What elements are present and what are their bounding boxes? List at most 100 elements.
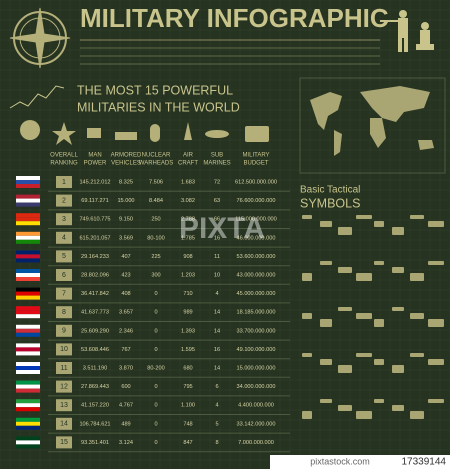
cell: 2.346 (119, 328, 133, 334)
flag (16, 295, 40, 300)
cell: 53.608.446 (81, 347, 109, 353)
rank-box (56, 380, 72, 393)
flag (16, 421, 40, 426)
world-map (310, 86, 434, 156)
subtitle: MILITARIES IN THE WORLD (77, 100, 240, 114)
cell: 15 (60, 439, 68, 446)
flag (16, 440, 40, 445)
watermark: PIXTA (179, 212, 265, 245)
soldier-silhouettes (380, 10, 434, 52)
symbol (302, 313, 312, 319)
cell: 36.417.842 (81, 291, 109, 297)
cell: 1.203 (181, 272, 195, 278)
cell: 1.393 (181, 328, 195, 334)
flag (16, 277, 40, 281)
cell: 2 (62, 197, 66, 204)
cell: 489 (121, 421, 130, 427)
flag (16, 306, 40, 311)
decor-lines (80, 47, 380, 65)
flag (16, 380, 40, 385)
symbol (302, 353, 312, 357)
cell: 3.511.190 (83, 365, 107, 371)
cell: 43.000.000.000 (237, 272, 276, 278)
cell: 0 (154, 310, 157, 316)
flag (16, 254, 40, 259)
column-header: POWER (84, 161, 107, 167)
symbol (338, 307, 352, 311)
cell: 49.100.000.000 (237, 347, 276, 353)
cell: 3.870 (119, 365, 133, 371)
cell: 4 (215, 291, 218, 297)
rank-box (56, 399, 72, 412)
flag (16, 213, 40, 218)
column-header: VEHICLES (111, 161, 141, 167)
cell: 600 (121, 384, 130, 390)
footer-bar (270, 455, 450, 469)
cell: 41.637.773 (81, 310, 109, 316)
symbol (392, 365, 404, 373)
cell: 795 (183, 384, 192, 390)
cell: 8 (215, 440, 218, 446)
cell: 9 (62, 328, 66, 335)
cell: 0 (154, 384, 157, 390)
cell: 300 (151, 272, 160, 278)
flag (16, 343, 40, 348)
flag (16, 347, 40, 352)
flag (16, 436, 40, 441)
rank-box (56, 306, 72, 319)
rank-box (56, 362, 72, 374)
title: MILITARY INFOGRAPHIC (80, 3, 389, 33)
flag (16, 328, 40, 333)
column-header: MAN (88, 153, 101, 159)
cell: 6 (62, 272, 66, 279)
footer-site: pixtastock.com (310, 456, 370, 466)
symbol (320, 359, 332, 365)
cell: 29.164.233 (81, 254, 109, 260)
cell: 16 (214, 347, 220, 353)
flag (16, 269, 40, 273)
cell: 9.150 (119, 217, 133, 223)
cell: 423 (121, 272, 130, 278)
cell: 250 (151, 217, 160, 223)
rank-box (56, 250, 72, 263)
cell: 989 (183, 310, 192, 316)
column-header: CRAFT (178, 161, 198, 167)
symbol (410, 353, 424, 357)
symbols-title: Basic Tactical (300, 185, 360, 196)
symbol (356, 313, 372, 319)
cell: 749.610.775 (79, 217, 110, 223)
flag (16, 221, 40, 226)
cell: 612.500.000.000 (235, 179, 277, 185)
cell: 25.609.290 (81, 328, 109, 334)
cell: 3.124 (119, 440, 133, 446)
cell: 908 (183, 254, 192, 260)
rank-box (56, 194, 72, 207)
cell: 847 (183, 440, 192, 446)
cell: 46.000.000.000 (237, 235, 276, 241)
cell: 80-200 (147, 365, 164, 371)
flag (16, 384, 40, 389)
cell: 76.600.000.000 (237, 198, 276, 204)
flag (16, 231, 40, 236)
symbol (338, 365, 352, 373)
cell: 28.802.096 (81, 272, 109, 278)
flag (16, 194, 40, 199)
cell: 8.484 (149, 198, 163, 204)
rank-box (56, 324, 72, 337)
flag (16, 176, 40, 180)
flag (16, 399, 40, 404)
cell: 1.785 (181, 235, 195, 241)
symbol (428, 221, 444, 227)
column-header: SUB (211, 153, 223, 159)
decor-chart (9, 85, 65, 109)
cell: 7.506 (149, 179, 163, 185)
symbols-title: SYMBOLS (300, 196, 360, 210)
footer-id: 17339144 (402, 457, 447, 468)
cell: 15.000.000.000 (237, 365, 276, 371)
flag (16, 314, 40, 319)
cell: 767 (121, 347, 130, 353)
symbol (356, 273, 372, 281)
column-header: MARINES (203, 161, 230, 167)
cell: 4 (62, 235, 66, 242)
cell: 33.142.000.000 (237, 421, 276, 427)
